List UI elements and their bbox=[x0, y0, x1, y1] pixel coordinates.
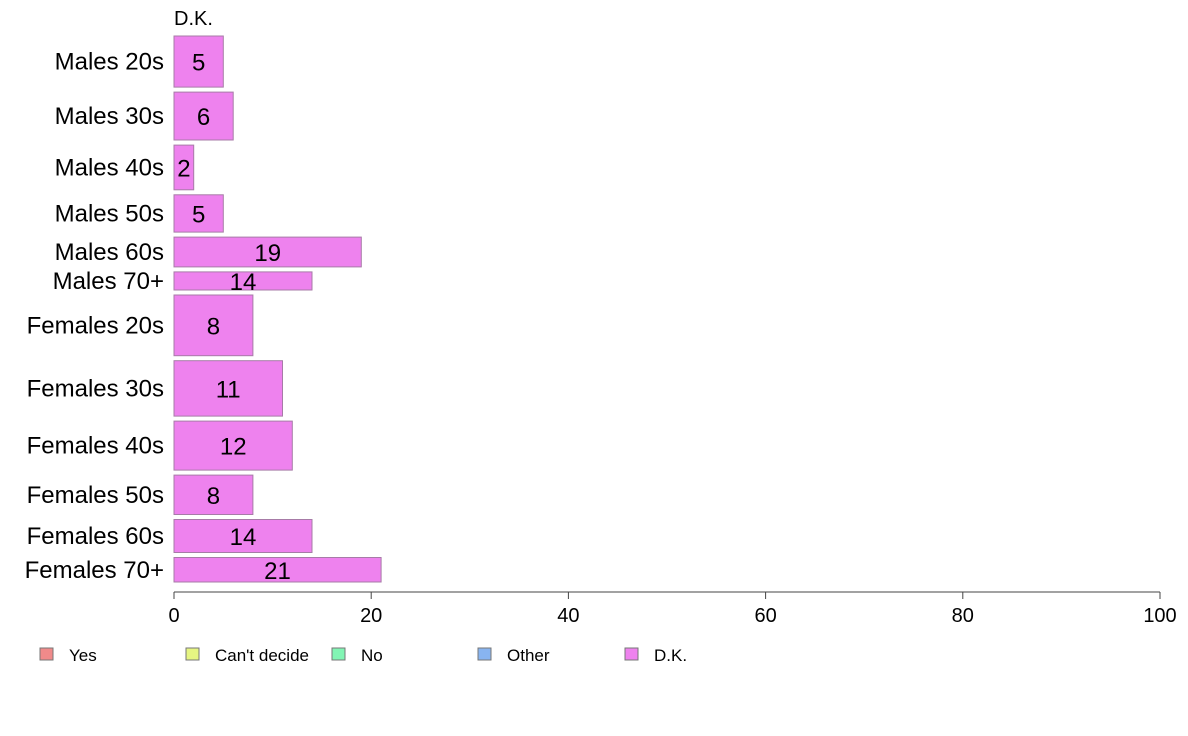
bar-value-label: 2 bbox=[177, 155, 190, 182]
bar-group: Females 50s 8 bbox=[27, 474, 254, 516]
bar bbox=[173, 557, 382, 583]
x-tick-label: 20 bbox=[360, 605, 382, 627]
legend-label: Other bbox=[507, 646, 550, 665]
bar-group: Males 50s 5 bbox=[55, 194, 224, 233]
legend-item: Can't decide bbox=[185, 646, 309, 665]
bar-value-label: 14 bbox=[230, 524, 257, 551]
legend-label: D.K. bbox=[654, 646, 687, 665]
x-tick-label: 0 bbox=[168, 605, 179, 627]
x-axis: 0 20 40 60 80 100 bbox=[168, 591, 1177, 627]
bar-group: Females 20s 8 bbox=[27, 294, 254, 357]
bar bbox=[173, 360, 283, 417]
category-label: Females 50s bbox=[27, 482, 164, 509]
legend-swatch bbox=[39, 647, 54, 661]
bar-group: Males 70+ 14 bbox=[53, 268, 313, 296]
bar-value-label: 11 bbox=[216, 376, 241, 403]
category-label: Females 30s bbox=[27, 375, 164, 402]
category-label: Females 40s bbox=[27, 433, 164, 460]
bar-group: Females 40s 12 bbox=[27, 420, 293, 471]
bar bbox=[173, 35, 224, 88]
bar bbox=[173, 519, 313, 553]
bar-group: Females 70+ 21 bbox=[25, 557, 382, 585]
legend-swatch bbox=[185, 647, 200, 661]
category-label: Males 20s bbox=[55, 49, 164, 76]
legend-label: Can't decide bbox=[215, 646, 309, 665]
x-tick-label: 60 bbox=[754, 605, 776, 627]
bar-group: Males 40s 2 bbox=[55, 144, 195, 191]
bar-group: Females 60s 14 bbox=[27, 519, 313, 553]
bar-value-label: 14 bbox=[230, 269, 257, 296]
bar bbox=[173, 194, 224, 233]
legend-label: No bbox=[361, 646, 383, 665]
category-label: Females 60s bbox=[27, 523, 164, 550]
legend-item: Other bbox=[477, 646, 550, 665]
legend-swatch bbox=[331, 647, 346, 661]
bar bbox=[173, 474, 254, 516]
bar-group: Males 30s 6 bbox=[55, 91, 234, 141]
legend-item: No bbox=[331, 646, 383, 665]
panel-title: D.K. bbox=[174, 8, 213, 30]
bar-group: Males 60s 19 bbox=[55, 236, 362, 268]
legend-swatch bbox=[624, 647, 639, 661]
bar bbox=[173, 271, 313, 291]
category-label: Males 50s bbox=[55, 200, 164, 227]
bar-group: Females 30s 11 bbox=[27, 360, 283, 417]
bar-value-label: 6 bbox=[197, 104, 210, 131]
bar-group: Males 20s 5 bbox=[55, 35, 224, 88]
legend-item: Yes bbox=[39, 646, 97, 665]
category-label: Females 70+ bbox=[25, 557, 164, 584]
legend-label: Yes bbox=[69, 646, 97, 665]
x-tick-label: 80 bbox=[952, 605, 974, 627]
bar-value-label: 5 bbox=[192, 50, 205, 77]
bar-value-label: 8 bbox=[207, 313, 220, 340]
x-tick-label: 40 bbox=[557, 605, 579, 627]
legend: Yes Can't decide No Other D.K. bbox=[39, 646, 687, 665]
category-label: Males 70+ bbox=[53, 268, 164, 295]
bar bbox=[173, 236, 362, 268]
bar-value-label: 19 bbox=[254, 240, 281, 267]
x-tick-label: 100 bbox=[1143, 605, 1176, 627]
category-label: Males 40s bbox=[55, 154, 164, 181]
bar-value-label: 21 bbox=[264, 558, 291, 585]
bar bbox=[173, 420, 293, 471]
bar-value-label: 5 bbox=[192, 201, 205, 228]
bar bbox=[173, 144, 195, 191]
category-label: Females 20s bbox=[27, 312, 164, 339]
bars: Males 20s 5 Males 30s 6 Males 40s 2 Males 50s 5… bbox=[25, 35, 382, 585]
category-label: Males 60s bbox=[55, 239, 164, 266]
category-label: Males 30s bbox=[55, 103, 164, 130]
bar-value-label: 8 bbox=[207, 483, 220, 510]
bar bbox=[173, 91, 234, 141]
legend-swatch bbox=[477, 647, 492, 661]
bar-value-label: 12 bbox=[220, 434, 247, 461]
legend-item: D.K. bbox=[624, 646, 687, 665]
bar bbox=[173, 294, 254, 357]
